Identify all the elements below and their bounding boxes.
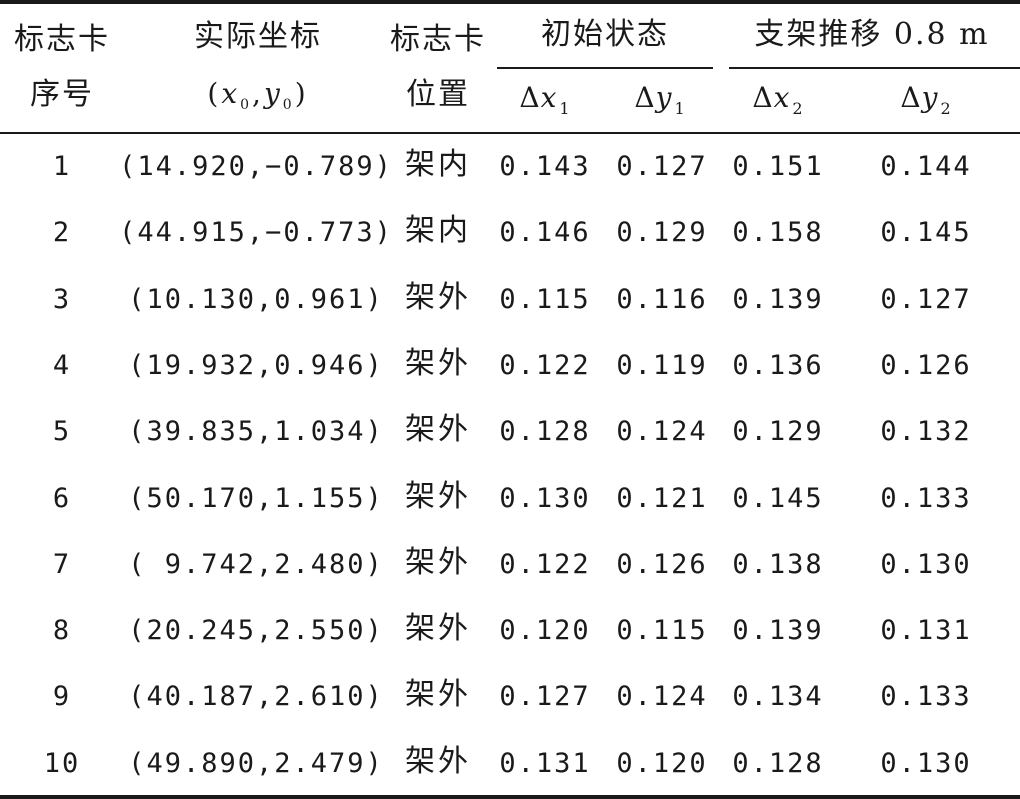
cell-card-position: 架外	[405, 478, 471, 514]
cell-actual-coord: (44.915,−0.773)	[119, 217, 393, 249]
cell-card-position: 架外	[405, 743, 471, 779]
cell-delta-x1: 0.130	[499, 482, 591, 514]
cell-delta-y1: 0.120	[616, 747, 708, 779]
cell-delta-x1: 0.122	[499, 349, 591, 381]
cell-card-number: 10	[43, 747, 81, 779]
header-card-number-line1: 标志卡	[14, 22, 110, 57]
cell-actual-coord: (20.245,2.550)	[128, 615, 384, 647]
cell-delta-y2: 0.130	[880, 747, 972, 779]
cell-delta-x1: 0.120	[499, 615, 591, 647]
cell-delta-y2: 0.132	[880, 416, 972, 448]
cell-delta-x1: 0.143	[499, 151, 591, 182]
cell-delta-x1: 0.128	[499, 416, 591, 448]
cell-delta-y2: 0.144	[880, 151, 972, 182]
header-card-number-line2: 序号	[30, 77, 94, 112]
cell-actual-coord: (10.130,0.961)	[128, 283, 384, 315]
cell-card-number: 9	[52, 681, 72, 713]
cell-delta-y1: 0.124	[616, 416, 708, 448]
header-delta-x1: Δx 1	[519, 81, 571, 118]
cell-card-position: 架外	[405, 544, 471, 580]
cell-card-number: 5	[52, 416, 72, 448]
cell-actual-coord: (14.920,−0.789)	[119, 151, 393, 182]
header-delta-y1: Δy 1	[634, 81, 686, 118]
cell-card-number: 6	[52, 482, 72, 514]
cell-delta-y2: 0.133	[880, 482, 972, 514]
cell-card-position: 架外	[405, 279, 471, 315]
cell-delta-y1: 0.124	[616, 681, 708, 713]
header-delta-y2: Δy 2	[900, 81, 952, 118]
cell-delta-x1: 0.122	[499, 548, 591, 580]
cell-card-number: 8	[52, 615, 72, 647]
cell-card-position: 架内	[405, 147, 471, 182]
cell-delta-x2: 0.128	[732, 747, 824, 779]
cell-card-number: 4	[52, 349, 72, 381]
cell-delta-y1: 0.116	[616, 283, 708, 315]
cell-delta-x1: 0.131	[499, 747, 591, 779]
table-header-rule	[0, 132, 1020, 134]
cell-delta-y2: 0.145	[880, 217, 972, 249]
cell-delta-y1: 0.129	[616, 217, 708, 249]
cell-delta-y2: 0.133	[880, 681, 972, 713]
table-top-rule	[0, 0, 1020, 4]
cell-delta-y2: 0.127	[880, 283, 972, 315]
cell-delta-x2: 0.139	[732, 283, 824, 315]
cell-actual-coord: (40.187,2.610)	[128, 681, 384, 713]
cell-card-position: 架外	[405, 611, 471, 647]
header-coord-line2: (x0,y0)	[207, 77, 309, 113]
group-shift-underline	[729, 67, 1020, 69]
cell-card-number: 7	[52, 548, 72, 580]
cell-delta-y2: 0.126	[880, 349, 972, 381]
cell-card-position: 架外	[405, 345, 471, 381]
header-group-initial: 初始状态	[541, 17, 669, 52]
cell-delta-y1: 0.119	[616, 349, 708, 381]
cell-delta-x1: 0.115	[499, 283, 591, 315]
header-delta-x2: Δx 2	[752, 81, 804, 118]
table-bottom-rule	[0, 795, 1020, 799]
cell-card-number: 2	[52, 217, 72, 249]
header-coord-line1: 实际坐标	[194, 19, 322, 54]
group-initial-underline	[497, 67, 713, 69]
cell-actual-coord: (39.835,1.034)	[128, 416, 384, 448]
cell-card-position: 架内	[405, 213, 471, 249]
cell-delta-y1: 0.127	[616, 151, 708, 182]
cell-delta-x2: 0.139	[732, 615, 824, 647]
cell-delta-y2: 0.131	[880, 615, 972, 647]
cell-delta-y1: 0.115	[616, 615, 708, 647]
cell-actual-coord: ( 9.742,2.480)	[128, 548, 384, 580]
cell-card-number: 1	[52, 151, 72, 182]
header-card-position-line1: 标志卡	[390, 22, 486, 57]
cell-delta-x2: 0.138	[732, 548, 824, 580]
header-group-shift: 支架推移 0.8 m	[754, 17, 990, 52]
cell-delta-x1: 0.127	[499, 681, 591, 713]
cell-card-position: 架外	[405, 412, 471, 448]
cell-delta-x2: 0.136	[732, 349, 824, 381]
cell-delta-y2: 0.130	[880, 548, 972, 580]
header-card-position-line2: 位置	[406, 77, 470, 112]
cell-delta-x2: 0.158	[732, 217, 824, 249]
cell-delta-x2: 0.151	[732, 151, 824, 182]
cell-actual-coord: (49.890,2.479)	[128, 747, 384, 779]
cell-actual-coord: (50.170,1.155)	[128, 482, 384, 514]
cell-delta-x2: 0.134	[732, 681, 824, 713]
cell-delta-x2: 0.145	[732, 482, 824, 514]
cell-card-position: 架外	[405, 677, 471, 713]
cell-actual-coord: (19.932,0.946)	[128, 349, 384, 381]
cell-delta-x1: 0.146	[499, 217, 591, 249]
cell-delta-x2: 0.129	[732, 416, 824, 448]
cell-delta-y1: 0.126	[616, 548, 708, 580]
cell-delta-y1: 0.121	[616, 482, 708, 514]
cell-card-number: 3	[52, 283, 72, 315]
